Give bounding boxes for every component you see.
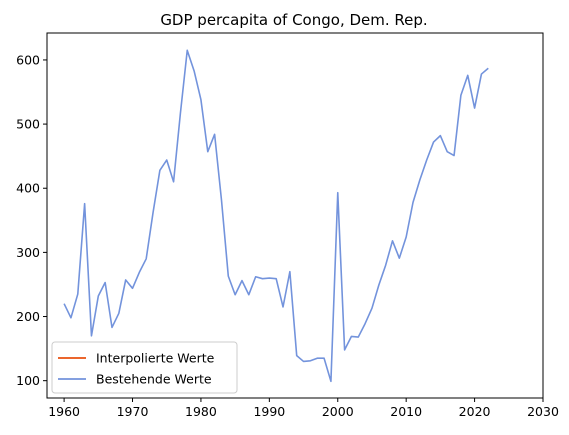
x-tick-label: 2020 (459, 404, 491, 419)
y-tick-label: 600 (16, 52, 40, 67)
y-tick-label: 300 (16, 245, 40, 260)
y-tick-label: 100 (16, 373, 40, 388)
x-tick-label: 2000 (322, 404, 354, 419)
y-axis: 100 200 300 400 500 600 (16, 52, 47, 388)
legend: Interpolierte Werte Bestehende Werte (51, 341, 238, 394)
x-tick-label: 1990 (253, 404, 285, 419)
plot-area (63, 49, 489, 383)
x-axis: 1960 1970 1980 1990 2000 2010 2020 2030 (48, 398, 559, 419)
legend-label: Interpolierte Werte (96, 351, 215, 366)
x-tick-label: 1970 (117, 404, 149, 419)
plot-frame (46, 32, 544, 399)
y-tick-label: 500 (16, 117, 40, 132)
x-tick-label: 2010 (390, 404, 422, 419)
x-tick-label: 2030 (527, 404, 559, 419)
series-line-1 (63, 49, 489, 383)
chart-title: GDP percapita of Congo, Dem. Rep. (160, 11, 427, 29)
x-tick-label: 1960 (48, 404, 80, 419)
x-tick-label: 1980 (185, 404, 217, 419)
y-tick-label: 400 (16, 181, 40, 196)
legend-box (51, 341, 238, 394)
y-tick-label: 200 (16, 309, 40, 324)
legend-label: Bestehende Werte (96, 372, 212, 387)
